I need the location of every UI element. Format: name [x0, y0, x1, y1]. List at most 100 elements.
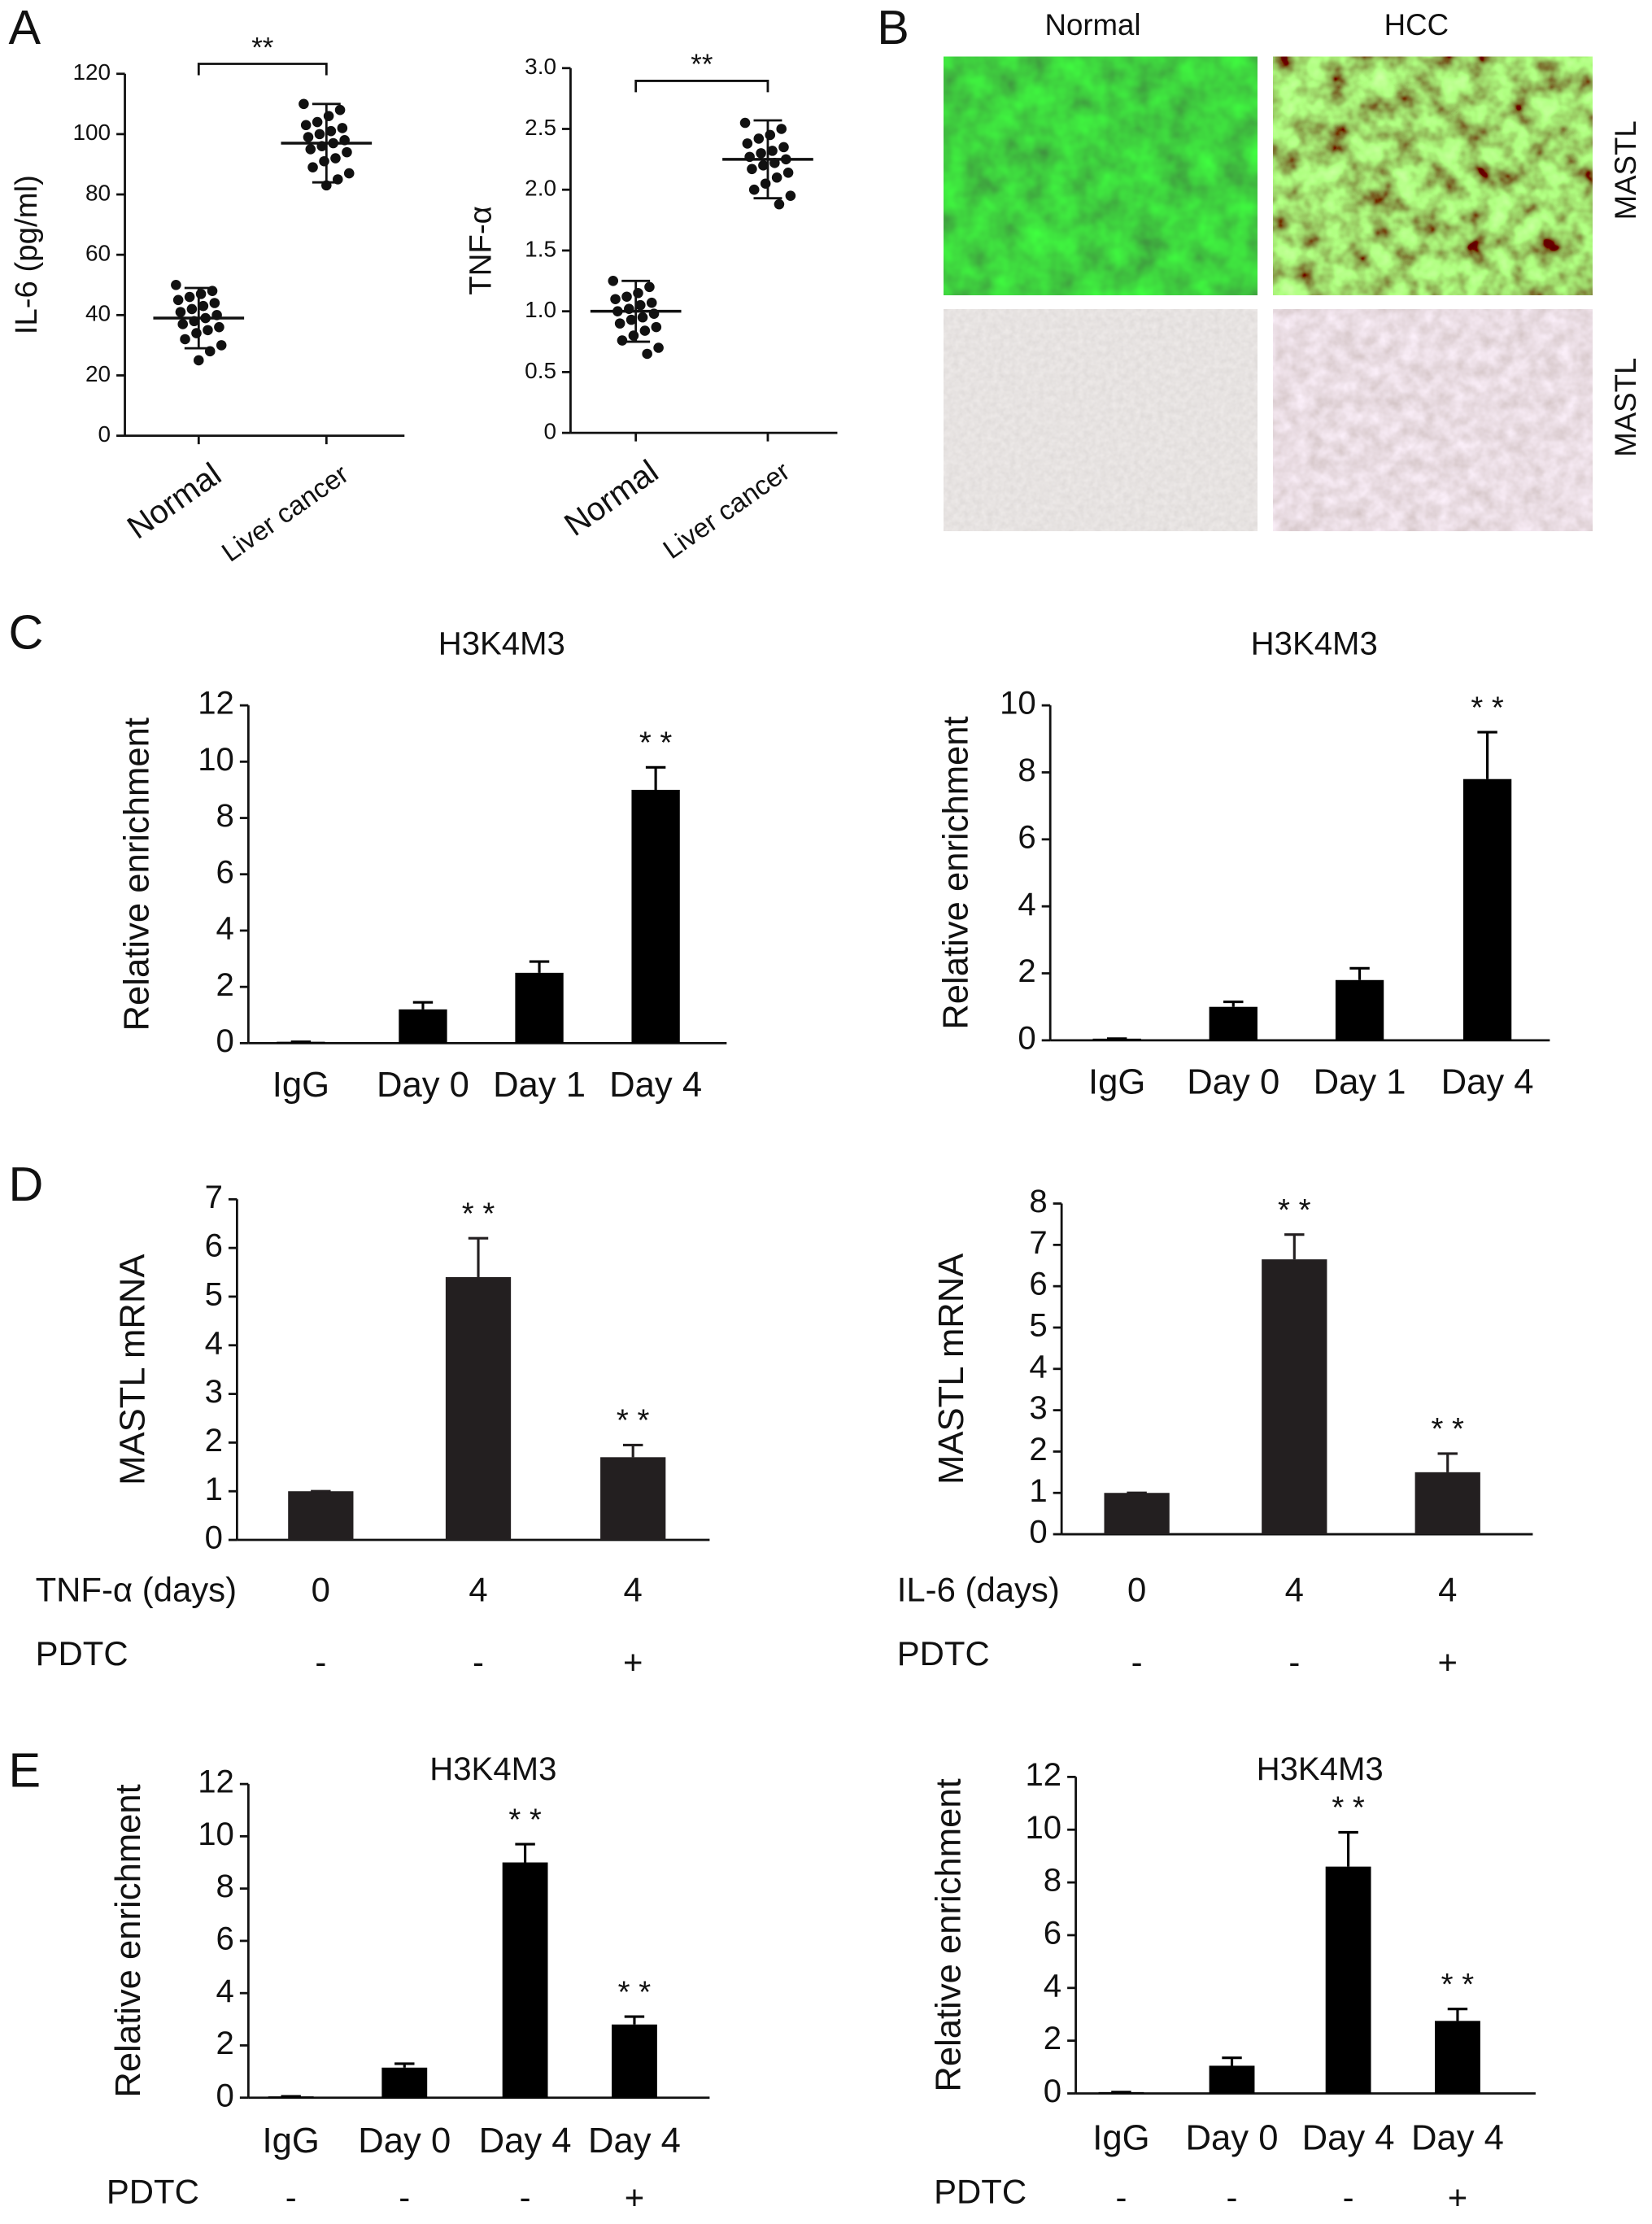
- data-point: [747, 164, 757, 175]
- significance-label: * *: [1278, 1193, 1311, 1228]
- error-bar: [1447, 2008, 1468, 2021]
- significance-label: **: [251, 32, 274, 63]
- data-point: [778, 142, 789, 153]
- data-point: [614, 318, 625, 329]
- y-tick-label: 40: [85, 301, 111, 326]
- data-point: [776, 124, 787, 134]
- data-point: [214, 321, 224, 333]
- row-value: -: [1115, 2178, 1127, 2216]
- data-point: [305, 144, 316, 155]
- row-value: 0: [312, 1571, 330, 1609]
- x-tick-label: Day 0: [358, 2122, 451, 2161]
- y-tick-label: 0: [216, 2077, 234, 2113]
- row-value: -: [286, 2178, 297, 2216]
- bar: [502, 1862, 548, 2098]
- significance-label: * *: [639, 725, 673, 760]
- y-tick-label: 3.0: [525, 54, 556, 79]
- bar: [600, 1457, 666, 1541]
- error-bar: [624, 2015, 645, 2025]
- y-tick-label: 0: [216, 1023, 234, 1059]
- micrograph: [944, 56, 1258, 295]
- data-point: [760, 178, 771, 190]
- y-tick-label: 6: [1029, 1266, 1047, 1302]
- y-axis-label: TNF-α: [463, 206, 498, 295]
- error-bar: [529, 960, 550, 973]
- data-point: [307, 162, 318, 172]
- micrograph: [944, 309, 1258, 531]
- data-point: [646, 297, 657, 308]
- y-tick-label: 0.5: [525, 358, 556, 383]
- y-tick-label: 10: [1026, 1809, 1062, 1846]
- x-tick-label: Day 4: [1441, 1062, 1534, 1101]
- data-point: [653, 342, 664, 353]
- y-tick-label: 60: [85, 241, 111, 266]
- error-bar: [1349, 966, 1370, 980]
- y-tick-label: 6: [1044, 1915, 1061, 1951]
- data-point: [303, 132, 314, 142]
- y-axis-label: MASTL mRNA: [932, 1254, 971, 1485]
- y-tick-label: 1.0: [525, 297, 556, 322]
- data-point: [637, 312, 648, 323]
- error-bar: [1222, 2056, 1242, 2066]
- data-point: [625, 314, 637, 325]
- significance-label: * *: [462, 1196, 495, 1231]
- y-tick-label: 1: [1029, 1472, 1047, 1509]
- image-column-label: HCC: [1384, 8, 1449, 41]
- chart-title: H3K4M3: [429, 1751, 556, 1787]
- error-bar: [515, 1842, 535, 1863]
- y-tick-label: 0: [1018, 1019, 1035, 1056]
- x-tick-label: IgG: [272, 1066, 329, 1105]
- data-point: [193, 355, 204, 366]
- bar: [1104, 1493, 1170, 1535]
- significance-label: * *: [1471, 690, 1504, 725]
- data-point: [617, 335, 628, 346]
- x-tick-label: Day 4: [609, 1066, 702, 1105]
- y-tick-label: 2: [1044, 2020, 1061, 2056]
- data-point: [767, 146, 778, 156]
- data-point: [177, 319, 189, 329]
- significance-bracket: [197, 63, 328, 76]
- data-point: [774, 198, 785, 210]
- data-point: [634, 299, 646, 311]
- row-value: -: [1227, 2178, 1238, 2216]
- x-tick-label: Day 4: [588, 2122, 681, 2161]
- y-tick-label: 4: [205, 1324, 223, 1361]
- x-tick-label: Day 0: [377, 1066, 469, 1105]
- bar: [631, 789, 680, 1044]
- y-tick-label: 0: [205, 1520, 223, 1556]
- row-label: PDTC: [934, 2172, 1027, 2210]
- error-bar: [621, 279, 651, 343]
- y-tick-label: 4: [1044, 1967, 1061, 2004]
- y-tick-label: 6: [1018, 818, 1035, 855]
- error-bar: [622, 1443, 643, 1458]
- bar: [381, 2067, 428, 2098]
- y-axis-label: IL-6 (pg/ml): [9, 175, 44, 334]
- x-tick-label: IgG: [1088, 1062, 1145, 1101]
- bar: [445, 1277, 512, 1541]
- chart-title: H3K4M3: [438, 625, 565, 661]
- row-value: -: [1131, 1643, 1143, 1681]
- y-tick-label: 2: [205, 1422, 223, 1459]
- data-point: [739, 117, 751, 129]
- data-point: [771, 172, 782, 183]
- y-tick-label: 2: [1018, 953, 1035, 989]
- data-point: [758, 160, 769, 171]
- error-bar: [1437, 1452, 1458, 1472]
- image-column-label: Normal: [1045, 8, 1141, 41]
- y-tick-label: 10: [1000, 685, 1036, 722]
- panel-label: B: [877, 0, 909, 55]
- data-point: [323, 111, 334, 121]
- data-point: [785, 190, 796, 201]
- bar: [1462, 778, 1512, 1040]
- y-tick-label: 3: [205, 1373, 223, 1410]
- y-tick-label: 2.0: [525, 176, 556, 201]
- image-row-label: MASTL: [1609, 120, 1642, 220]
- x-tick-label: Day 4: [1411, 2119, 1504, 2158]
- row-label: IL-6 (days): [897, 1571, 1060, 1609]
- x-tick-label: Normal: [120, 456, 228, 546]
- y-tick-label: 8: [1029, 1183, 1047, 1219]
- bar: [1414, 1472, 1480, 1535]
- data-point: [198, 300, 209, 312]
- bar: [1335, 979, 1384, 1040]
